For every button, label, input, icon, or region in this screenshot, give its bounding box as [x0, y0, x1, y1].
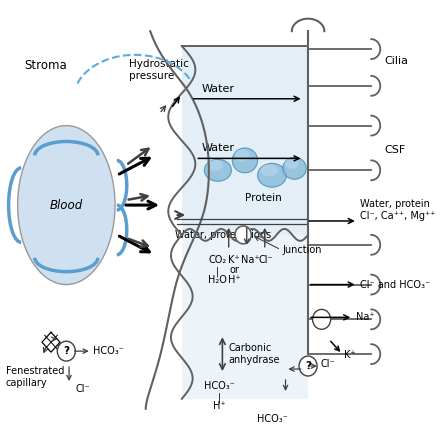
Text: HCO₃⁻: HCO₃⁻	[256, 414, 288, 424]
Text: HCO₃⁻: HCO₃⁻	[93, 346, 124, 356]
Text: Water, protein, ions: Water, protein, ions	[175, 230, 272, 240]
Text: Water: Water	[202, 143, 235, 153]
Ellipse shape	[257, 164, 287, 187]
Ellipse shape	[260, 164, 278, 176]
Text: Cilia: Cilia	[385, 56, 409, 66]
Ellipse shape	[18, 126, 115, 285]
Text: HCO₃⁻: HCO₃⁻	[204, 381, 235, 391]
Text: Fenestrated
capillary: Fenestrated capillary	[6, 366, 64, 388]
Text: K⁺: K⁺	[228, 255, 240, 265]
Polygon shape	[182, 46, 308, 235]
Text: Water: Water	[202, 84, 235, 94]
Text: Blood: Blood	[50, 198, 83, 211]
Text: CSF: CSF	[385, 146, 406, 155]
Text: ?: ?	[63, 346, 70, 356]
Text: H⁺: H⁺	[228, 275, 241, 285]
Text: Cl⁻: Cl⁻	[75, 384, 90, 394]
Text: Na⁺: Na⁺	[356, 312, 374, 322]
Ellipse shape	[283, 157, 306, 179]
Text: or: or	[229, 265, 239, 275]
Polygon shape	[182, 235, 308, 399]
Ellipse shape	[207, 160, 223, 171]
Text: K⁺: K⁺	[344, 350, 356, 360]
Text: Junction: Junction	[283, 245, 323, 255]
Text: Hydrostatic
pressure: Hydrostatic pressure	[129, 59, 189, 81]
Ellipse shape	[204, 160, 231, 181]
Circle shape	[313, 310, 330, 329]
Text: Water, protein
Cl⁻, Ca⁺⁺, Mg⁺⁺: Water, protein Cl⁻, Ca⁺⁺, Mg⁺⁺	[361, 199, 436, 221]
Text: Protein: Protein	[245, 193, 281, 203]
Text: Cl⁻ and HCO₃⁻: Cl⁻ and HCO₃⁻	[361, 279, 431, 290]
Circle shape	[299, 356, 317, 376]
Text: |: |	[216, 267, 219, 277]
Text: Stroma: Stroma	[24, 59, 67, 72]
Ellipse shape	[235, 149, 250, 162]
Text: Carbonic
anhydrase: Carbonic anhydrase	[229, 343, 280, 365]
Text: Na⁺: Na⁺	[241, 255, 260, 265]
Text: H⁺: H⁺	[214, 401, 226, 411]
Ellipse shape	[232, 148, 257, 173]
Circle shape	[57, 341, 75, 361]
Text: Cl⁻: Cl⁻	[258, 255, 273, 265]
Text: ?: ?	[305, 361, 311, 371]
Ellipse shape	[285, 158, 299, 169]
Text: CO₂: CO₂	[209, 255, 227, 265]
Text: Cl⁻: Cl⁻	[321, 359, 335, 369]
Text: H₂O: H₂O	[209, 275, 227, 285]
Text: |: |	[218, 393, 222, 403]
Circle shape	[235, 226, 251, 244]
